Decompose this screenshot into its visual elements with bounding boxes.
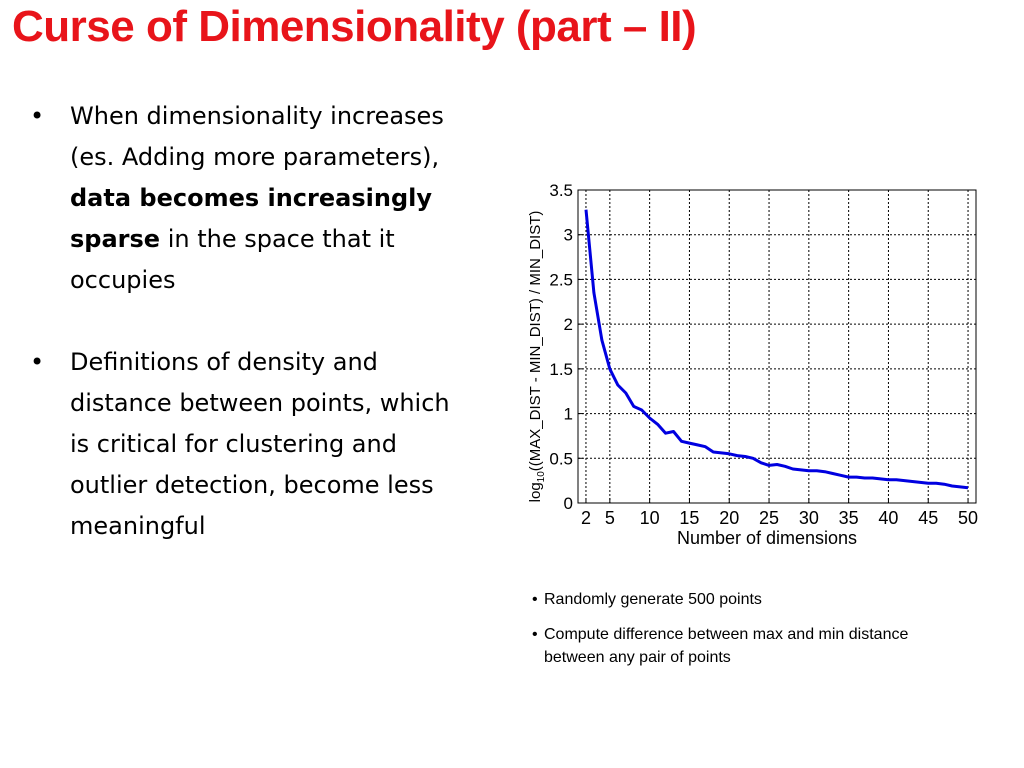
y-tick-label: 0 <box>564 494 573 513</box>
note-text: Randomly generate 500 points <box>544 591 762 608</box>
note-marker: • <box>532 626 538 643</box>
x-tick-label: 40 <box>878 508 898 528</box>
label-layer: Number of dimensions log10((MAX_DIST - M… <box>527 211 857 548</box>
y-tick-label: 2 <box>564 315 573 334</box>
y-axis-label-expression: ((MAX_DIST - MIN_DIST) / MIN_DIST) <box>527 211 544 472</box>
note-item: • Compute difference between max and min… <box>532 623 972 669</box>
x-tick-label: 20 <box>719 508 739 528</box>
bullet-list: • When dimensionality increases (es. Add… <box>30 96 470 588</box>
note-text: Compute difference between max and min d… <box>544 626 909 666</box>
y-axis-label-log: log <box>527 482 544 502</box>
note-item: • Randomly generate 500 points <box>532 588 972 611</box>
y-tick-label: 2.5 <box>549 270 573 289</box>
series-layer <box>584 209 969 490</box>
bullet-marker: • <box>30 348 45 376</box>
x-tick-label: 30 <box>799 508 819 528</box>
y-axis-label-base: 10 <box>536 471 547 483</box>
y-tick-label: 1.5 <box>549 360 573 379</box>
bullet-emphasis: data becomes increasingly sparse <box>70 184 432 253</box>
plot-frame <box>577 189 977 504</box>
x-tick-label: 5 <box>605 508 615 528</box>
note-list: • Randomly generate 500 points • Compute… <box>532 588 972 681</box>
y-tick-label: 3.5 <box>549 181 573 200</box>
bullet-text-tail: in the space that it occupies <box>70 225 395 294</box>
bullet-item: • Definitions of density and distance be… <box>30 342 470 547</box>
x-tick-label: 45 <box>918 508 938 528</box>
x-tick-label: 35 <box>839 508 859 528</box>
y-tick-label: 1 <box>564 405 573 424</box>
bullet-item: • When dimensionality increases (es. Add… <box>30 96 470 301</box>
x-tick-label: 15 <box>679 508 699 528</box>
x-tick-label: 50 <box>958 508 978 528</box>
x-tick-label: 2 <box>581 508 591 528</box>
y-tick-label: 3 <box>564 226 573 245</box>
bullet-text: Definitions of density and distance betw… <box>70 348 450 540</box>
series-line <box>584 209 969 490</box>
x-tick-label: 25 <box>759 508 779 528</box>
slide-title: Curse of Dimensionality (part – II) <box>12 2 697 51</box>
y-axis-label: log10((MAX_DIST - MIN_DIST) / MIN_DIST) <box>527 211 547 503</box>
y-tick-label: 0.5 <box>549 449 573 468</box>
bullet-marker: • <box>30 102 45 130</box>
x-tick-label: 10 <box>640 508 660 528</box>
note-marker: • <box>532 591 538 608</box>
x-axis-label: Number of dimensions <box>677 528 857 548</box>
bullet-text: When dimensionality increases (es. Addin… <box>70 102 444 171</box>
grid-layer <box>578 190 976 503</box>
